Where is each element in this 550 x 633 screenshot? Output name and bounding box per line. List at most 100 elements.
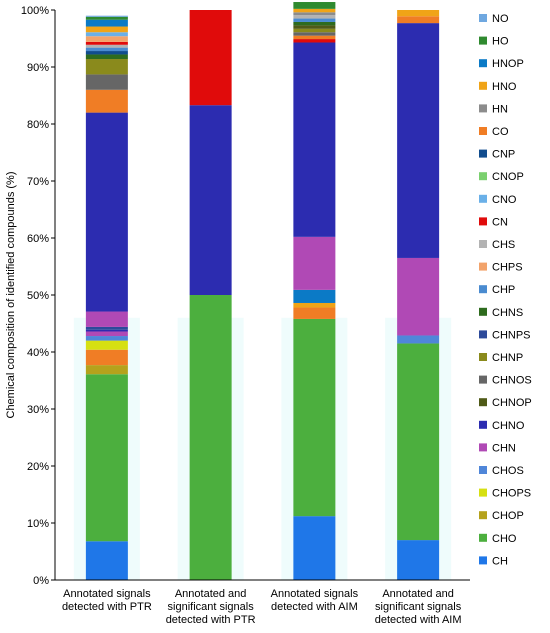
bar-segment-chps bbox=[85, 36, 128, 42]
y-tick-label: 80% bbox=[27, 119, 49, 131]
bar-segment-chno bbox=[85, 112, 128, 312]
legend-swatch-hn bbox=[479, 104, 487, 113]
legend-swatch-chop bbox=[479, 511, 487, 520]
bar-segment-chnop bbox=[293, 25, 336, 29]
y-tick-label: 100% bbox=[21, 5, 49, 17]
legend-swatch-chnp bbox=[479, 353, 487, 361]
bar-segment-hno bbox=[85, 26, 128, 33]
legend-swatch-chp bbox=[479, 285, 487, 294]
legend-label-no: NO bbox=[492, 13, 509, 25]
bar-segment-chs bbox=[293, 15, 336, 19]
bar-segment-chns bbox=[293, 21, 336, 26]
bar-segment-ch bbox=[397, 540, 440, 580]
bar-segment-cno bbox=[85, 32, 128, 37]
bar-segment-ho bbox=[85, 16, 128, 20]
bar-segment-ch bbox=[85, 541, 128, 580]
y-tick-labels: 0% 10% 20% 30% 40% 50% 60% 70% 80% 90% 100% bbox=[21, 5, 49, 587]
bar-segment-chn bbox=[85, 311, 128, 327]
bar-segment-cho bbox=[293, 318, 336, 517]
legend-label-ho: HO bbox=[492, 36, 509, 48]
bar-segment-co bbox=[293, 35, 336, 40]
bar-segment-chno bbox=[397, 23, 440, 258]
bar-segment-chos bbox=[397, 335, 440, 344]
bar-segment-hno bbox=[293, 302, 336, 308]
legend-label-hn: HN bbox=[492, 103, 508, 115]
bar-segment-chops bbox=[85, 340, 128, 350]
y-tick-label: 60% bbox=[27, 233, 49, 245]
bar-segment-co bbox=[397, 16, 440, 24]
legend-label-chno: CHNO bbox=[492, 420, 525, 432]
legend-swatch-chps bbox=[479, 262, 487, 271]
legend-swatch-chnop bbox=[479, 398, 487, 407]
bar-segment-chs bbox=[85, 44, 128, 48]
bar-segment-chos bbox=[85, 336, 128, 341]
legend-label-chps: CHPS bbox=[492, 262, 523, 274]
bar-segment-hno bbox=[397, 10, 440, 17]
bar-segment-co bbox=[85, 89, 128, 113]
bar-segment-hnop bbox=[293, 289, 336, 303]
legend-swatch-cho bbox=[479, 533, 487, 542]
legend-label-chnp: CHNP bbox=[492, 352, 523, 364]
bar-segment-hnop bbox=[85, 19, 128, 27]
bar-segment-cnp bbox=[85, 51, 128, 55]
legend-label-hno: HNO bbox=[492, 81, 517, 93]
y-axis-label: Chemical composition of identified compo… bbox=[5, 171, 17, 418]
y-tick-label: 0% bbox=[33, 575, 49, 587]
legend-label-cno: CNO bbox=[492, 194, 517, 206]
axes-group bbox=[51, 9, 470, 581]
y-tick-label: 70% bbox=[27, 176, 49, 188]
legend-label-chos: CHOS bbox=[492, 465, 524, 477]
bar-segment-hno bbox=[293, 8, 336, 13]
bar-segment-cho bbox=[397, 343, 440, 541]
legend-swatch-chns bbox=[479, 307, 487, 316]
bar-segment-chn bbox=[397, 257, 440, 336]
bar-segment-chno bbox=[293, 42, 336, 237]
legend-label-chs: CHS bbox=[492, 239, 515, 251]
legend-swatch-cnp bbox=[479, 149, 487, 158]
bar-segment-cho bbox=[85, 374, 128, 542]
x-category-labels: Annotated signals detected with PTR Annota… bbox=[62, 588, 462, 626]
legend-swatch-ho bbox=[479, 36, 487, 45]
legend-swatch-no bbox=[479, 14, 487, 22]
bars-group bbox=[85, 2, 440, 580]
legend-label-chn: CHN bbox=[492, 442, 516, 454]
bar-segment-chn bbox=[85, 331, 128, 337]
bar-segment-chp bbox=[293, 18, 336, 22]
bar-segment-co bbox=[293, 307, 336, 319]
legend-label-chp: CHP bbox=[492, 284, 515, 296]
legend-swatch-hno bbox=[479, 81, 487, 90]
bar-segment-chnp bbox=[293, 28, 336, 33]
bar-segment-chnos bbox=[85, 74, 128, 90]
y-tick-label: 20% bbox=[27, 461, 49, 473]
legend-swatch-chos bbox=[479, 466, 487, 474]
bar-segment-chns bbox=[85, 54, 128, 60]
bar-segment-cn bbox=[85, 41, 128, 45]
legend-label-cho: CHO bbox=[492, 533, 517, 545]
bar-segment-cho bbox=[189, 295, 232, 580]
legend-swatch-chnos bbox=[479, 375, 487, 384]
legend-swatch-hnop bbox=[479, 59, 487, 68]
legend-swatch-chops bbox=[479, 488, 487, 497]
legend-label-chops: CHOPS bbox=[492, 488, 531, 500]
legend: NO HO HNOP HNO HN CO CNP CNOP CNO CN CHS CHPS CHP CHN… bbox=[479, 13, 532, 567]
x-category-label: Annotated and significant signals detected… bbox=[375, 588, 462, 626]
legend-label-chnos: CHNOS bbox=[492, 375, 532, 387]
bar-segment-chnp bbox=[85, 59, 128, 75]
legend-label-chop: CHOP bbox=[492, 510, 524, 522]
bar-segment-chno bbox=[189, 105, 232, 295]
legend-label-ch: CH bbox=[492, 555, 508, 567]
legend-swatch-chs bbox=[479, 240, 487, 248]
legend-swatch-cnop bbox=[479, 172, 487, 181]
bar-segment-ho bbox=[293, 2, 336, 9]
legend-swatch-chno bbox=[479, 420, 487, 429]
legend-swatch-co bbox=[479, 127, 487, 135]
legend-label-cnop: CNOP bbox=[492, 171, 524, 183]
bar-segment-chnps bbox=[85, 326, 128, 330]
legend-label-chns: CHNS bbox=[492, 307, 523, 319]
x-category-label: Annotated signals detected with AIM bbox=[271, 588, 359, 613]
x-category-label: Annotated signals detected with PTR bbox=[62, 588, 152, 613]
bar-segment-chno bbox=[85, 329, 128, 332]
plot-background bbox=[73, 317, 452, 580]
legend-swatch-cn bbox=[479, 217, 487, 226]
